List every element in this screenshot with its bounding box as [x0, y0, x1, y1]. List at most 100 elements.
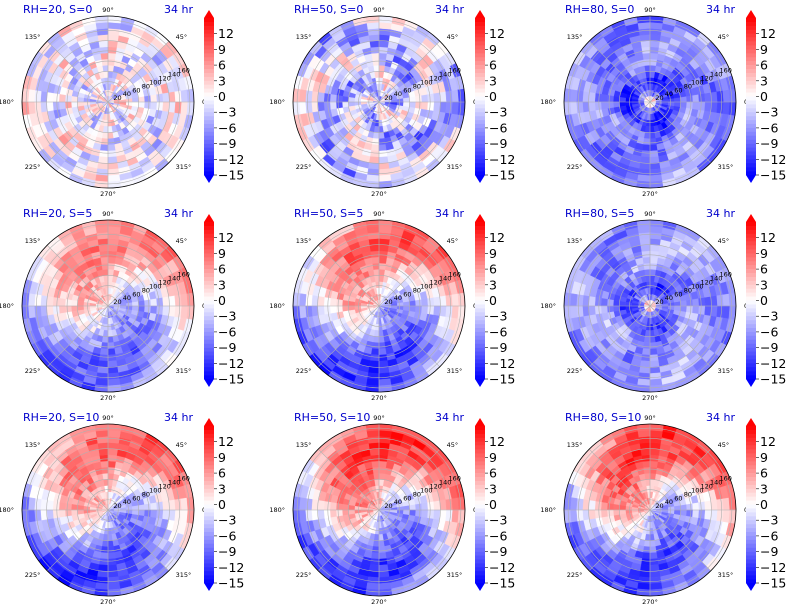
colorbar-tick-label: −9: [218, 136, 236, 151]
colorbar-segment: [475, 253, 485, 258]
field-cell: [372, 466, 380, 474]
field-cell: [619, 300, 626, 307]
r-tick-label: 120: [430, 74, 442, 82]
colorbar-extend-min: [204, 583, 214, 591]
field-cell: [98, 244, 109, 252]
field-cell: [101, 540, 109, 548]
field-cell: [34, 90, 42, 103]
field-cell: [52, 101, 60, 111]
colorbar-segment: [204, 41, 214, 46]
field-cell: [722, 89, 731, 103]
colorbar-tick-label: −12: [489, 356, 515, 371]
field-cell: [366, 225, 380, 234]
colorbar-segment: [204, 331, 214, 337]
colorbar-segment: [475, 375, 485, 380]
field-cell: [378, 472, 386, 480]
theta-tick-label: 90°: [102, 210, 114, 218]
r-tick-label: 60: [403, 290, 411, 298]
colorbar-segment: [204, 457, 214, 462]
colorbar-segment: [475, 324, 485, 329]
panel-time-label: 34 hr: [164, 411, 193, 424]
field-cell: [298, 293, 307, 307]
field-cell: [372, 58, 380, 66]
field-cell: [403, 101, 410, 108]
theta-tick-label: 270°: [100, 190, 116, 198]
colorbar-tick-label: 12: [760, 230, 776, 245]
colorbar-tick-label: −3: [489, 105, 507, 120]
field-cell: [373, 330, 380, 337]
field-cell: [96, 372, 109, 380]
colorbar-tick-label: 9: [489, 246, 497, 261]
theta-tick-label: 45°: [176, 441, 188, 449]
colorbar-segment: [204, 343, 214, 348]
field-cell: [58, 305, 66, 314]
colorbar-segment: [204, 37, 214, 42]
field-cell: [649, 268, 657, 276]
field-cell: [27, 305, 36, 319]
field-cell: [680, 101, 688, 109]
colorbar-segment: [746, 123, 756, 129]
field-cell: [107, 28, 120, 36]
colorbar-segment: [475, 100, 485, 105]
colorbar-tick-label: 12: [218, 26, 234, 41]
colorbar-segment: [204, 512, 214, 517]
colorbar-segment: [475, 300, 485, 305]
theta-tick-label: 315°: [718, 163, 734, 171]
field-cell: [107, 262, 115, 270]
field-cell: [722, 101, 731, 115]
field-cell: [317, 101, 325, 112]
field-cell: [95, 21, 109, 30]
field-cell: [101, 336, 109, 344]
colorbar-segment: [475, 335, 485, 341]
colorbar-tick-label: 12: [489, 26, 505, 41]
field-cell: [638, 168, 651, 176]
colorbar-segment: [746, 284, 756, 290]
colorbar-segment: [204, 492, 214, 497]
colorbar-segment: [204, 473, 214, 478]
field-cell: [421, 502, 429, 511]
theta-tick-label: 270°: [642, 190, 658, 198]
field-cell: [107, 46, 117, 54]
colorbar-tick-label: 9: [760, 42, 768, 57]
panel-title: RH=20, S=10: [23, 411, 99, 424]
colorbar-segment: [475, 127, 485, 133]
colorbar-segment: [475, 33, 485, 38]
field-cell: [107, 275, 114, 282]
field-cell: [370, 150, 380, 158]
field-cell: [649, 58, 657, 66]
colorbar-segment: [204, 351, 214, 356]
colorbar-segment: [204, 508, 214, 513]
colorbar-tick-label: −9: [489, 340, 507, 355]
theta-tick-label: 315°: [447, 367, 463, 375]
field-cell: [335, 95, 343, 103]
field-cell: [64, 503, 72, 511]
field-cell: [162, 305, 170, 316]
field-cell: [445, 305, 453, 318]
field-cell: [649, 244, 660, 252]
field-cell: [427, 501, 435, 511]
colorbar-tick-label: 6: [218, 262, 226, 277]
field-cell: [95, 429, 109, 438]
colorbar-tick-label: 12: [218, 230, 234, 245]
colorbar-tick-label: 0: [218, 89, 226, 104]
field-cell: [378, 546, 386, 554]
colorbar-segment: [204, 72, 214, 78]
field-cell: [421, 101, 429, 110]
field-cell: [641, 150, 651, 158]
field-cell: [107, 225, 121, 234]
field-cell: [649, 168, 662, 176]
colorbar-segment: [204, 120, 214, 125]
colorbar-segment: [475, 151, 485, 156]
field-cell: [98, 564, 109, 572]
field-cell: [415, 95, 423, 103]
colorbar-segment: [204, 469, 214, 474]
r-tick-label: 140: [439, 71, 451, 79]
colorbar-tick-label: −6: [489, 324, 507, 339]
field-cell: [415, 305, 423, 313]
grid-spoke: [107, 40, 170, 103]
field-cell: [378, 552, 387, 560]
field-cell: [569, 89, 578, 103]
colorbar-segment: [204, 484, 214, 490]
colorbar-tick-label: −6: [218, 324, 236, 339]
